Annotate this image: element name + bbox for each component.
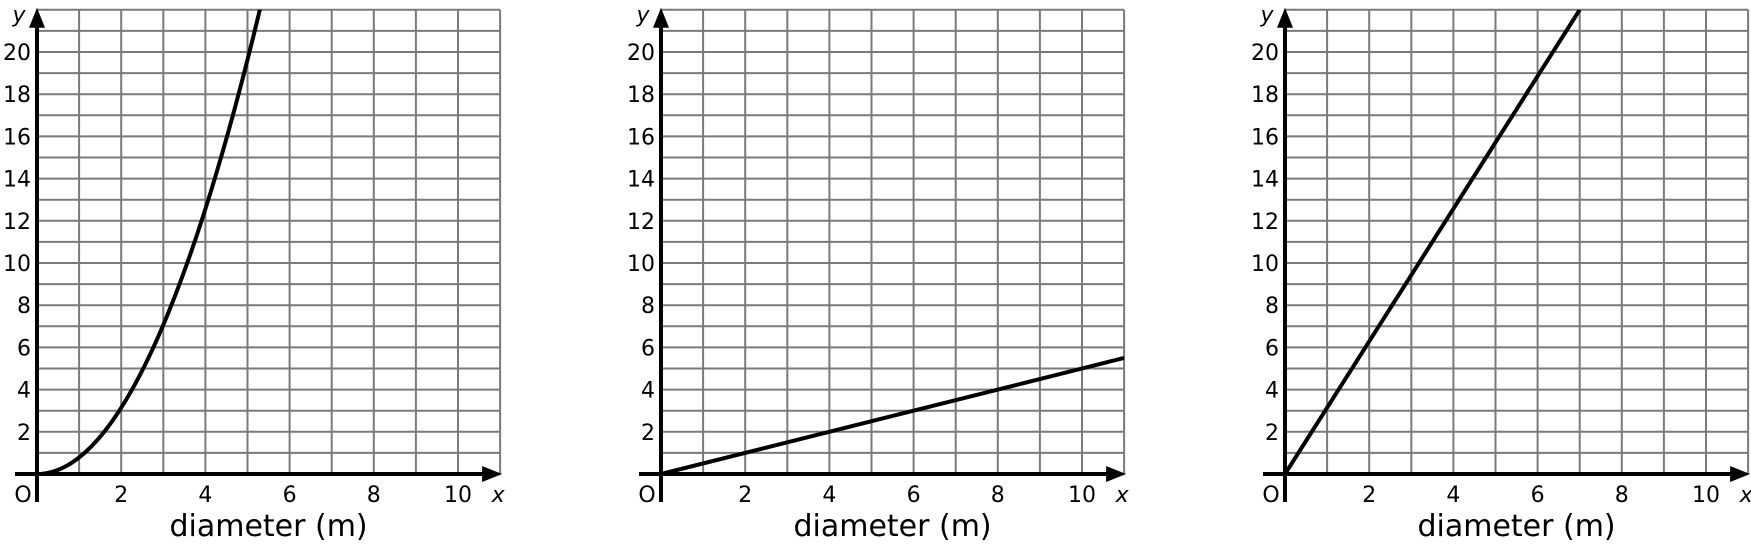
x-tick-label: 10	[444, 483, 472, 508]
x-tick-label: 2	[738, 483, 752, 508]
y-tick-label: 8	[641, 294, 655, 319]
y-tick-label: 12	[1251, 210, 1279, 235]
y-tick-label: 20	[3, 41, 31, 66]
y-tick-label: 16	[3, 125, 31, 150]
y-tick-label: 18	[627, 83, 655, 108]
y-tick-label: 6	[1265, 336, 1279, 361]
y-tick-label: 8	[17, 294, 31, 319]
y-tick-label: 6	[17, 336, 31, 361]
x-tick-label: 4	[1446, 483, 1460, 508]
x-tick-label: 2	[1362, 483, 1376, 508]
x-tick-label: 4	[822, 483, 836, 508]
x-tick-label: 10	[1068, 483, 1096, 508]
x-tick-label: 4	[198, 483, 212, 508]
origin-label: O	[638, 483, 655, 508]
y-tick-label: 12	[3, 210, 31, 235]
x-axis-letter: x	[1739, 483, 1751, 508]
y-tick-label: 20	[1251, 41, 1279, 66]
y-tick-label: 10	[3, 252, 31, 277]
x-axis-title: diameter (m)	[169, 509, 367, 544]
x-tick-label: 6	[283, 483, 297, 508]
y-tick-label: 4	[641, 379, 655, 404]
origin-label: O	[1262, 483, 1279, 508]
y-tick-label: 12	[627, 210, 655, 235]
x-axis-arrow	[482, 466, 503, 482]
x-axis-arrow	[1106, 466, 1127, 482]
y-tick-label: 10	[1251, 252, 1279, 277]
series-line	[660, 356, 1125, 476]
y-tick-label: 18	[3, 83, 31, 108]
x-axis-arrow	[1730, 466, 1751, 482]
y-tick-label: 4	[17, 379, 31, 404]
y-tick-label: 10	[627, 252, 655, 277]
y-tick-label: 20	[627, 41, 655, 66]
x-tick-label: 8	[367, 483, 381, 508]
y-axis-letter: y	[1259, 3, 1274, 28]
chart-3: 2 4 6 8 10 2 4 6 8 10 12 14 16 18 20 Ox y diameter (m)	[1251, 3, 1751, 544]
x-tick-label: 2	[114, 483, 128, 508]
y-tick-label: 16	[627, 125, 655, 150]
x-axis-letter: x	[491, 483, 506, 508]
y-tick-label: 14	[627, 168, 655, 193]
series-line	[1283, 9, 1582, 476]
x-tick-label: 6	[1531, 483, 1545, 508]
y-axis-arrow	[653, 7, 669, 28]
y-tick-label: 14	[1251, 168, 1279, 193]
x-tick-label: 6	[907, 483, 921, 508]
y-tick-label: 2	[1265, 421, 1279, 446]
origin-label: O	[14, 483, 31, 508]
y-axis-letter: y	[635, 3, 650, 28]
y-axis-arrow	[29, 7, 45, 28]
y-tick-label: 14	[3, 168, 31, 193]
chart-1: 2 4 6 8 10 2 4 6 8 10 12 14 16 18 20 O x y diameter (m)	[3, 3, 506, 544]
series-line	[36, 9, 262, 476]
chart-2: 2 4 6 8 10 2 4 6 8 10 12 14 16 18 20 O x y diameter (m)	[627, 3, 1130, 544]
y-tick-label: 18	[1251, 83, 1279, 108]
y-tick-label: 2	[17, 421, 31, 446]
x-axis-title: diameter (m)	[1417, 509, 1615, 544]
x-tick-label: 8	[991, 483, 1005, 508]
y-axis-letter: y	[11, 3, 26, 28]
y-axis-arrow	[1277, 7, 1293, 28]
x-tick-label: 10	[1692, 483, 1720, 508]
x-axis-letter: x	[1115, 483, 1130, 508]
y-tick-label: 6	[641, 336, 655, 361]
y-tick-label: 4	[1265, 379, 1279, 404]
y-tick-label: 2	[641, 421, 655, 446]
y-tick-label: 8	[1265, 294, 1279, 319]
x-tick-label: 8	[1615, 483, 1629, 508]
y-tick-label: 16	[1251, 125, 1279, 150]
x-axis-title: diameter (m)	[793, 509, 991, 544]
